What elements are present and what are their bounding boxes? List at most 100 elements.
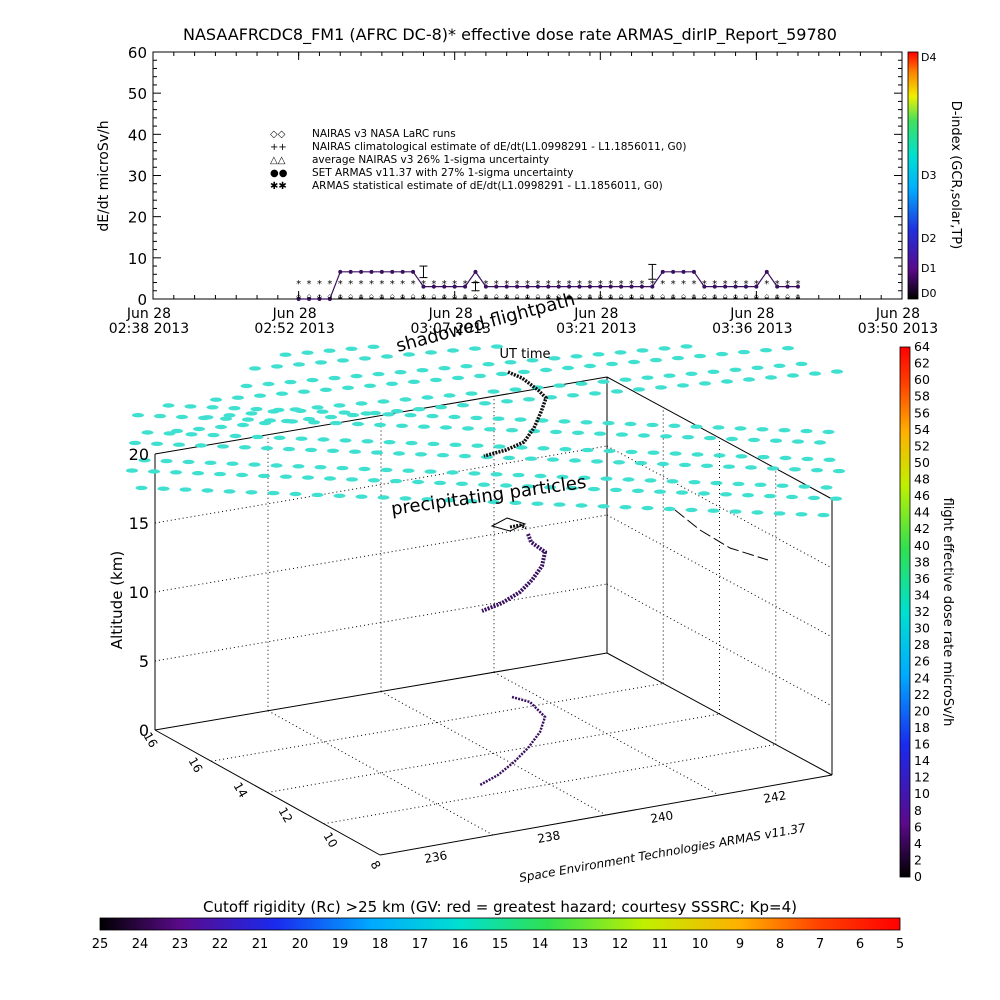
longitude-tick-label: 238 xyxy=(536,828,561,846)
particle-mark xyxy=(460,364,473,369)
rc-tick-label: 6 xyxy=(856,937,864,952)
particle-mark xyxy=(305,447,317,453)
particle-mark xyxy=(396,423,408,428)
particle-mark xyxy=(449,442,462,447)
nairas-point: ◇ xyxy=(796,293,801,300)
armas-statistical-point: * xyxy=(764,279,769,290)
particle-mark xyxy=(789,467,801,472)
particle-mark xyxy=(658,346,671,351)
particle-mark xyxy=(424,469,437,474)
particle-mark xyxy=(237,422,249,428)
particle-mark xyxy=(333,493,346,498)
particle-mark xyxy=(361,439,374,444)
particle-mark xyxy=(383,440,396,445)
ts-x-tick-date: Jun 28 xyxy=(875,306,920,322)
nairas-point: ◇ xyxy=(463,293,468,300)
particle-mark xyxy=(324,476,336,481)
particle-mark xyxy=(435,405,447,410)
particle-mark xyxy=(323,348,336,353)
particle-mark xyxy=(754,482,767,487)
armas-dose-point xyxy=(546,284,551,289)
particle-mark xyxy=(735,454,748,459)
dose-tick-label: 58 xyxy=(914,389,930,404)
nairas-point: ◇ xyxy=(390,293,395,300)
particle-mark xyxy=(654,489,666,494)
dindex-tick-label: D3 xyxy=(921,169,936,182)
particle-mark xyxy=(330,420,342,426)
particle-mark xyxy=(412,479,424,485)
particle-mark xyxy=(443,498,456,503)
dindex-tick-label: D2 xyxy=(921,232,936,245)
particle-mark xyxy=(738,349,750,355)
nairas-point: ◇ xyxy=(432,293,437,300)
nairas-point: ◇ xyxy=(515,293,520,300)
particle-mark xyxy=(421,395,434,400)
dose-tick-label: 8 xyxy=(914,803,922,818)
particle-mark xyxy=(614,350,627,355)
particle-mark xyxy=(698,491,710,496)
particle-mark xyxy=(374,422,386,428)
rc-tick-label: 10 xyxy=(692,937,709,952)
particle-mark xyxy=(465,498,478,504)
floor-grid-line xyxy=(267,710,494,836)
ts-y-axis: 0 10 20 30 40 50 60 xyxy=(128,44,902,309)
longitude-axis: 236 238 240 242 xyxy=(423,788,787,866)
armas-dose-point xyxy=(567,284,572,289)
particle-mark xyxy=(314,465,327,470)
flight-segment-top xyxy=(509,523,527,530)
particle-mark xyxy=(786,494,798,500)
rc-tick-label: 21 xyxy=(252,937,269,952)
armas-dose-point xyxy=(723,284,728,289)
particle-mark xyxy=(566,486,578,491)
particle-mark xyxy=(822,429,835,435)
particle-mark xyxy=(232,395,244,400)
armas-statistical-point: * xyxy=(431,279,436,290)
particle-mark xyxy=(220,416,232,421)
particle-mark xyxy=(154,413,166,419)
shadowed-flightpath-trace xyxy=(483,370,549,458)
particle-mark xyxy=(672,355,684,361)
armas-dose-point xyxy=(764,269,769,274)
particle-mark xyxy=(448,414,461,420)
box-edge xyxy=(606,376,833,500)
particle-mark xyxy=(732,481,745,487)
particle-mark xyxy=(372,371,385,377)
nairas-point: ◇ xyxy=(317,293,322,300)
particle-mark xyxy=(204,460,217,465)
dose-tick-label: 26 xyxy=(914,654,930,669)
legend-entry: SET ARMAS v11.37 with 27% 1-sigma uncert… xyxy=(312,167,574,179)
particle-mark xyxy=(515,445,528,450)
particle-mark xyxy=(685,507,698,513)
armas-statistical-point: * xyxy=(379,279,384,290)
nairas-point: ◇ xyxy=(671,293,676,300)
armas-statistical-point: * xyxy=(723,279,728,290)
particle-mark xyxy=(468,471,481,476)
particle-mark xyxy=(800,428,813,434)
nairas-point: ◇ xyxy=(504,293,509,300)
nairas-point: ◇ xyxy=(744,293,749,300)
rc-tick-label: 20 xyxy=(292,937,309,952)
particle-mark xyxy=(160,458,173,464)
armas-dose-point xyxy=(650,284,655,289)
particle-mark xyxy=(787,373,799,378)
particle-mark xyxy=(647,450,660,455)
particle-mark xyxy=(641,375,654,380)
nairas-point: ◇ xyxy=(754,293,759,300)
dindex-colorbar-label: D-index (GCR,solar,TP) xyxy=(948,101,963,249)
particle-mark xyxy=(272,407,285,413)
dose-rate-colorbar xyxy=(899,346,911,878)
armas-dose-point xyxy=(369,269,374,274)
dose-tick-label: 18 xyxy=(914,720,930,735)
ts-x-tick-date: Jun 28 xyxy=(573,306,618,322)
particle-mark xyxy=(712,425,725,430)
armas-statistical-point: * xyxy=(754,279,759,290)
particle-mark xyxy=(434,480,446,486)
armas-dose-point xyxy=(691,269,696,274)
armas-dose-point xyxy=(525,284,530,289)
armas-dose-point xyxy=(587,284,592,289)
armas-statistical-point: * xyxy=(608,279,613,290)
particle-mark xyxy=(223,413,236,418)
armas-statistical-point: * xyxy=(483,279,488,290)
particle-mark xyxy=(163,431,176,436)
